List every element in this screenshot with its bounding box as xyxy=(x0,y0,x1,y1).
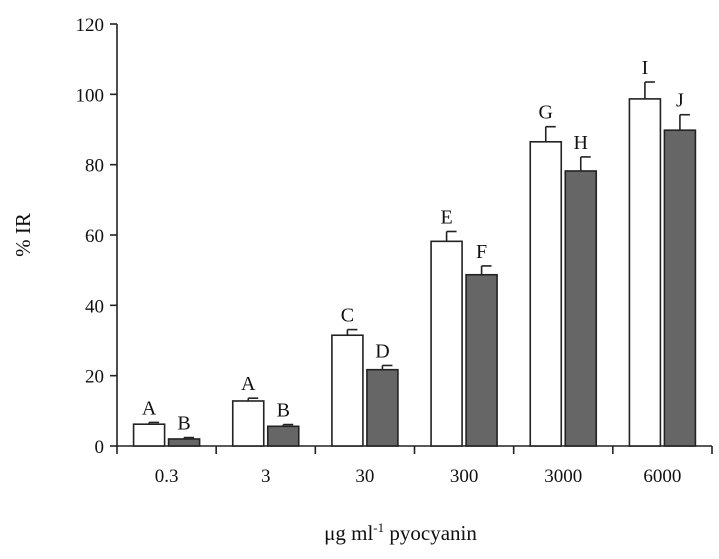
bar-significance-label: I xyxy=(642,57,649,79)
bar xyxy=(529,141,563,447)
bar xyxy=(465,273,498,447)
bar-significance-label: E xyxy=(440,206,452,228)
bar xyxy=(430,240,463,447)
x-tick-label: 30 xyxy=(355,466,374,487)
bar xyxy=(132,423,166,447)
bar-significance-label: B xyxy=(177,413,190,435)
bar xyxy=(266,425,300,447)
bar-significance-label: A xyxy=(142,397,157,419)
bar-significance-label: A xyxy=(241,373,256,395)
bar-significance-label: F xyxy=(476,241,487,263)
bar-significance-label: B xyxy=(277,400,290,422)
bar-significance-label: J xyxy=(676,90,684,112)
y-tick-label: 20 xyxy=(85,367,104,388)
bar xyxy=(167,438,201,447)
y-tick-label: 0 xyxy=(95,437,105,458)
x-tick-label: 6000 xyxy=(643,466,681,487)
y-tick-label: 40 xyxy=(85,296,104,317)
x-axis-title: μg ml-1 pyocyanin xyxy=(324,520,477,545)
y-tick-label: 100 xyxy=(76,85,105,106)
plot-area: 0 20 40 60 80 100 120 0.3 3 30 300 3000 6000 A A C E G I B B… xyxy=(76,15,713,487)
y-tick-label: 120 xyxy=(76,15,105,36)
x-axis-title-superscript: -1 xyxy=(373,520,384,535)
bar-significance-label: D xyxy=(375,340,389,362)
bar xyxy=(564,170,598,447)
bar-significance-label: H xyxy=(574,132,588,154)
bar-significance-label: G xyxy=(539,102,553,124)
y-axis-title: % IR xyxy=(11,213,35,257)
bar xyxy=(331,334,364,447)
y-tick-label: 60 xyxy=(85,226,104,247)
x-tick-label: 0.3 xyxy=(155,466,179,487)
bar xyxy=(231,400,265,447)
x-tick-label: 3 xyxy=(261,466,271,487)
y-tick-label: 80 xyxy=(85,156,104,177)
bar xyxy=(628,98,662,447)
x-axis-title-prefix: μg ml xyxy=(324,521,373,545)
x-tick-label: 300 xyxy=(450,466,479,487)
x-tick-label: 3000 xyxy=(544,466,582,487)
x-axis-title-suffix: pyocyanin xyxy=(384,521,477,545)
bar-significance-label: C xyxy=(341,305,354,327)
bar xyxy=(366,368,399,447)
bar xyxy=(663,129,697,447)
